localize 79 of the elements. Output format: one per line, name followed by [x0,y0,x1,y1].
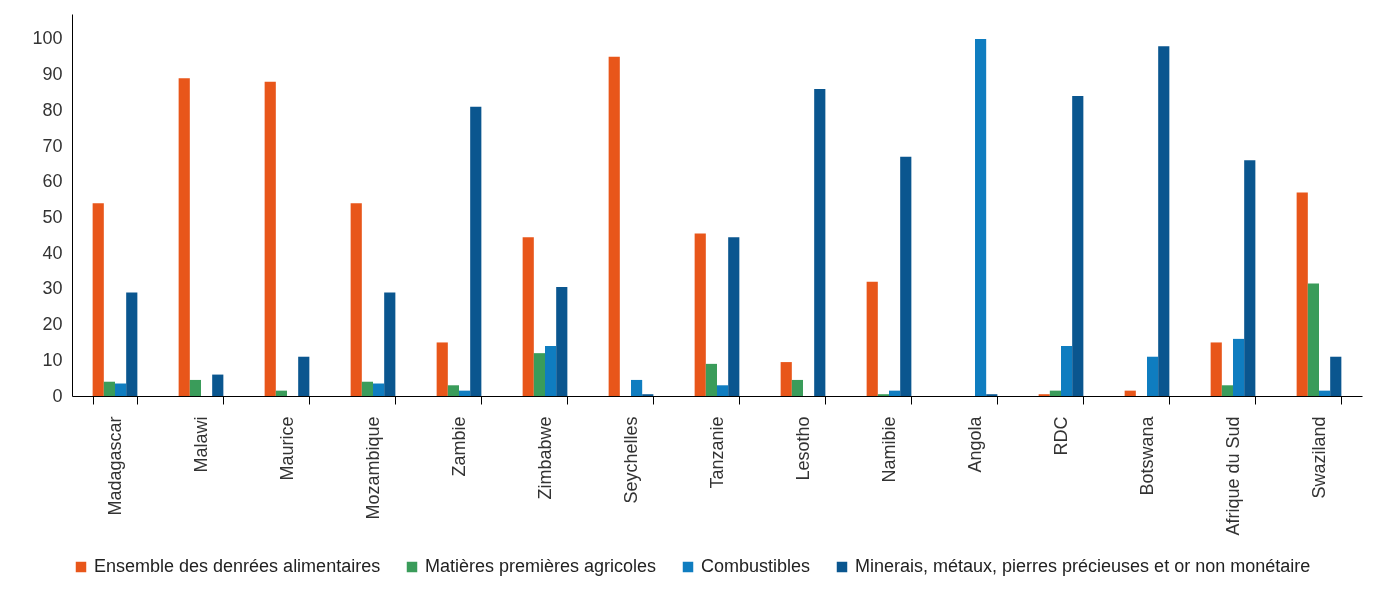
y-tick-label: 0 [52,385,63,406]
bar [275,390,287,396]
x-tick-label: Afrique du Sud [1222,416,1243,536]
x-tick-label: RDC [1050,416,1071,456]
bar [212,374,224,396]
bar [1330,356,1342,396]
bar [889,390,901,396]
bar [264,81,276,396]
legend-label: Combustibles [701,556,811,576]
bar [1307,283,1319,396]
bar [436,342,448,396]
bar [1072,96,1084,396]
bar [1233,338,1245,396]
x-tick-label: Malawi [190,416,211,473]
bar [126,292,138,396]
bar [631,379,643,396]
bar [728,237,740,396]
bar [298,356,310,396]
legend-label: Matières premières agricoles [425,556,657,576]
bar [533,353,545,396]
bar [1319,390,1331,396]
bar [791,379,803,396]
bar [361,381,373,396]
y-tick-label: 100 [32,28,63,49]
bar [178,78,190,396]
bar [384,292,396,396]
x-tick-label: Seychelles [620,416,641,504]
y-tick-label: 70 [42,135,63,156]
x-tick-label: Zambie [448,416,469,477]
bar [866,281,878,396]
bar [189,379,201,396]
bar [975,38,987,396]
bar [103,381,115,396]
y-tick-label: 60 [42,171,63,192]
y-tick-label: 40 [42,242,63,263]
bar [545,346,557,396]
bar [470,106,482,396]
x-tick-label: Swaziland [1308,416,1329,499]
y-tick-label: 20 [42,314,63,335]
bar [694,233,706,396]
bar [717,385,729,396]
x-tick-label: Zimbabwe [534,416,555,500]
x-tick-label: Botswana [1136,415,1157,496]
y-tick-label: 10 [42,349,63,370]
bar [1061,346,1073,396]
bar [350,203,362,396]
y-tick-label: 30 [42,278,63,299]
bar [1221,385,1233,396]
bar [1147,356,1159,396]
bar [1296,192,1308,396]
bar [780,362,792,396]
y-tick-label: 80 [42,99,63,120]
bar [705,363,717,396]
bar [556,287,568,396]
x-tick-label: Maurice [276,416,297,481]
legend-label: Minerais, métaux, pierres précieuses et or non monétaire [855,556,1311,576]
x-tick-label: Mozambique [362,416,383,520]
x-tick-label: Madagascar [104,416,125,516]
bar [373,383,385,396]
bar [459,390,471,396]
y-tick-label: 90 [42,64,63,85]
x-tick-label: Tanzanie [706,416,727,489]
bar [1244,160,1256,396]
bar [814,88,826,396]
x-tick-label: Namibie [878,416,899,483]
bar [1158,46,1170,396]
bar [1210,342,1222,396]
bar [115,383,127,396]
bar [522,237,534,396]
bar [1124,390,1136,396]
bar [92,203,104,396]
bar [447,385,459,396]
legend-label: Ensemble des denrées alimentaires [94,556,381,576]
x-tick-label: Angola [964,415,985,473]
bar [608,56,620,396]
y-tick-label: 50 [42,207,63,227]
bar [900,156,912,396]
bar [1049,390,1061,396]
x-tick-label: Lesotho [792,416,813,481]
